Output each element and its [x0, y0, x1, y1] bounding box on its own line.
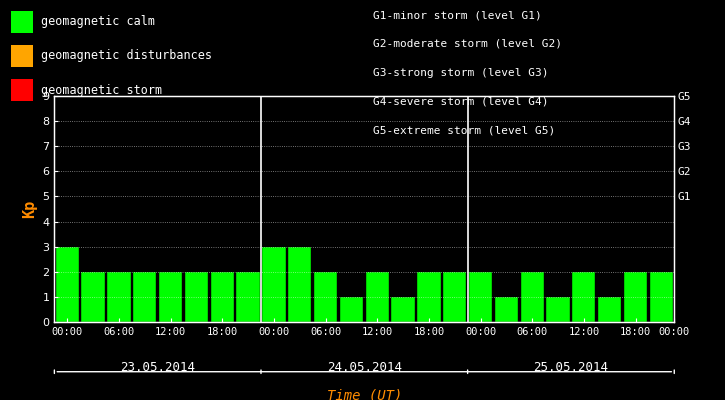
Text: G3-strong storm (level G3): G3-strong storm (level G3) — [373, 68, 549, 78]
Text: G2-moderate storm (level G2): G2-moderate storm (level G2) — [373, 39, 563, 49]
Text: G4-severe storm (level G4): G4-severe storm (level G4) — [373, 96, 549, 106]
Bar — [81, 272, 104, 322]
Bar — [314, 272, 337, 322]
Text: 23.05.2014: 23.05.2014 — [120, 361, 195, 374]
Text: geomagnetic calm: geomagnetic calm — [41, 16, 155, 28]
Text: G1-minor storm (level G1): G1-minor storm (level G1) — [373, 10, 542, 20]
Bar — [107, 272, 130, 322]
Bar — [443, 272, 466, 322]
Bar — [598, 297, 621, 322]
Bar — [521, 272, 544, 322]
Bar — [236, 272, 260, 322]
Bar — [185, 272, 208, 322]
Bar — [288, 247, 311, 322]
Bar — [211, 272, 234, 322]
Text: 24.05.2014: 24.05.2014 — [327, 361, 402, 374]
Bar — [469, 272, 492, 322]
Bar — [340, 297, 363, 322]
Bar — [392, 297, 415, 322]
Bar — [418, 272, 441, 322]
Text: Time (UT): Time (UT) — [327, 389, 402, 400]
Bar — [572, 272, 595, 322]
Bar — [365, 272, 389, 322]
Y-axis label: Kp: Kp — [22, 200, 37, 218]
Text: geomagnetic disturbances: geomagnetic disturbances — [41, 50, 212, 62]
Text: G5-extreme storm (level G5): G5-extreme storm (level G5) — [373, 125, 555, 135]
Text: 25.05.2014: 25.05.2014 — [534, 361, 608, 374]
Text: geomagnetic storm: geomagnetic storm — [41, 84, 162, 96]
Bar — [494, 297, 518, 322]
Bar — [159, 272, 182, 322]
Bar — [624, 272, 647, 322]
Bar — [262, 247, 286, 322]
Bar — [56, 247, 79, 322]
Bar — [547, 297, 570, 322]
Bar — [133, 272, 157, 322]
Bar — [650, 272, 673, 322]
